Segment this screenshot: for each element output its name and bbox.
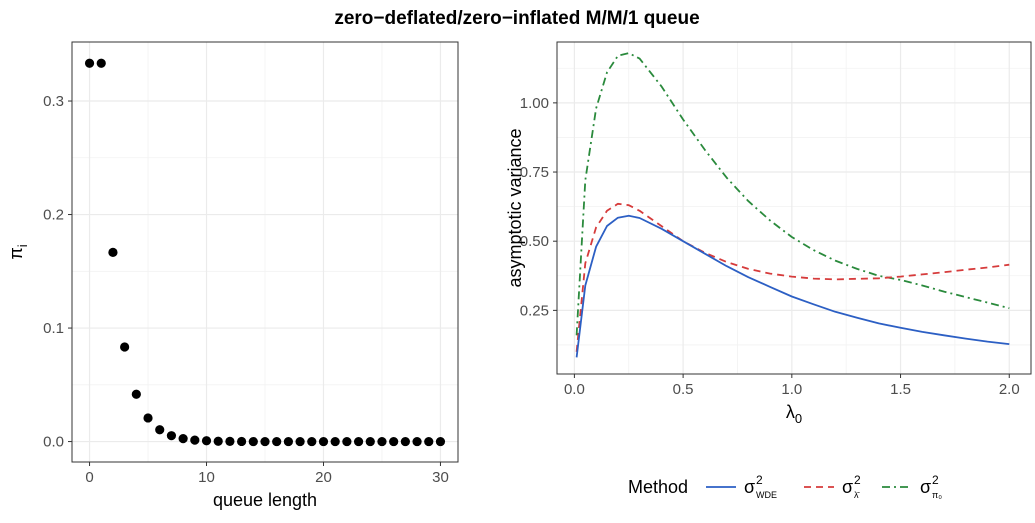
legend-item-pi0: σ 2 π₀ <box>882 473 942 500</box>
figure-title: zero−deflated/zero−inflated M/M/1 queue <box>334 8 699 29</box>
data-point <box>389 436 399 447</box>
data-point <box>283 436 293 447</box>
x-tick-label: 20 <box>315 469 332 486</box>
series-line-lambda <box>575 202 1010 352</box>
x-label-subscript: 0 <box>795 411 802 426</box>
y-tick-label: 0.0 <box>43 434 64 451</box>
data-point <box>237 436 247 447</box>
y-tick-label: 0.75 <box>520 164 549 181</box>
y-label-symbol: π <box>6 247 26 259</box>
data-point <box>225 436 235 446</box>
data-point <box>120 342 130 352</box>
variance-panel: 0.0 0.5 1.0 1.5 2.0 0.25 0.50 0.75 1.00 λ0 asym… <box>505 41 1032 426</box>
data-point <box>353 436 364 447</box>
x-label-symbol: λ <box>786 402 795 422</box>
legend-symbol: σ <box>744 477 755 497</box>
data-point <box>190 435 200 445</box>
data-point <box>424 436 434 447</box>
data-point <box>260 436 270 447</box>
data-point <box>435 436 446 447</box>
x-tick-label: 0.0 <box>564 381 585 398</box>
legend-symbol: σ <box>842 477 853 497</box>
data-point <box>84 58 95 68</box>
data-point <box>166 431 177 441</box>
data-point <box>248 436 258 447</box>
y-tick-label: 0.2 <box>43 207 64 224</box>
variance-x-axis-label: λ0 <box>786 402 802 426</box>
data-point <box>272 436 282 447</box>
scatter-panel-border <box>71 41 459 463</box>
legend-subscript: WDE <box>756 490 777 500</box>
series-line-pi0 <box>575 52 1010 336</box>
svg-text:πi: πi <box>6 244 30 259</box>
data-point <box>178 434 188 444</box>
scatter-x-axis-label: queue length <box>213 490 317 510</box>
x-tick-label: 2.0 <box>999 381 1020 398</box>
data-point <box>96 58 106 68</box>
x-tick-label: 30 <box>432 469 449 486</box>
legend-subscript: π₀ <box>932 490 942 500</box>
data-point <box>108 247 118 257</box>
y-tick-label: 0.25 <box>520 302 549 319</box>
data-point <box>295 436 305 447</box>
variance-plot-area <box>557 42 1031 374</box>
y-tick-label: 1.00 <box>520 95 549 112</box>
legend-superscript: 2 <box>932 473 939 487</box>
x-tick-label: 0.5 <box>673 381 694 398</box>
legend-title: Method <box>628 477 688 497</box>
y-tick-label: 0.50 <box>520 233 549 250</box>
y-label-subscript: i <box>15 244 30 247</box>
x-tick-label: 10 <box>198 469 215 486</box>
legend-item-lambda: σ 2 λ̄ <box>804 473 861 500</box>
x-tick-label: 1.0 <box>781 381 802 398</box>
legend-item-WDE: σ 2 WDE <box>706 473 777 500</box>
data-point <box>365 436 375 447</box>
data-point <box>377 436 387 447</box>
legend-symbol: σ <box>920 477 931 497</box>
data-point <box>155 425 165 435</box>
data-point <box>213 436 223 446</box>
data-point <box>318 436 329 447</box>
variance-panel-border <box>556 41 1032 375</box>
y-tick-label: 0.3 <box>43 93 64 110</box>
data-point <box>131 389 141 399</box>
scatter-panel: 0 10 20 30 0.0 0.1 0.2 0.3 queue length πi <box>6 41 459 510</box>
data-point <box>342 436 352 447</box>
legend-superscript: 2 <box>756 473 763 487</box>
data-point <box>330 436 340 447</box>
legend-subscript: λ̄ <box>854 490 861 500</box>
data-point <box>201 436 212 446</box>
data-point <box>412 436 422 447</box>
scatter-y-axis-label: πi <box>6 244 30 259</box>
x-tick-label: 1.5 <box>890 381 911 398</box>
y-tick-label: 0.1 <box>43 320 64 337</box>
x-tick-label: 0 <box>85 469 93 486</box>
data-point <box>400 436 410 447</box>
data-point <box>307 436 317 447</box>
series-line-WDE <box>575 214 1010 358</box>
legend-superscript: 2 <box>854 473 861 487</box>
variance-y-axis-label: asymptotic variance <box>505 128 525 287</box>
data-point <box>143 413 153 423</box>
